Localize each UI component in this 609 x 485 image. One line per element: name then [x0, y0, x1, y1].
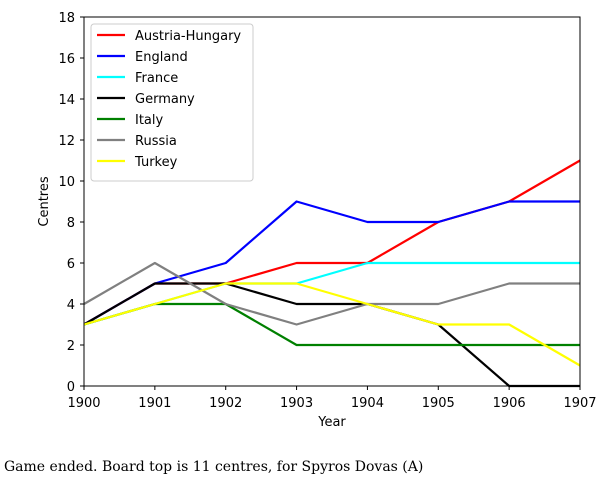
series-line-austria-hungary: [83, 159, 581, 326]
game-status-caption: Game ended. Board top is 11 centres, for…: [4, 459, 424, 475]
y-tick-label: 8: [67, 216, 75, 231]
legend-label: Germany: [135, 92, 195, 107]
legend-label: Italy: [135, 113, 164, 128]
y-tick-label: 0: [67, 380, 75, 395]
y-tick-label: 14: [58, 93, 75, 108]
x-tick-label: 1905: [422, 396, 455, 411]
x-tick-label: 1902: [209, 396, 242, 411]
legend-label: Turkey: [134, 155, 178, 170]
x-tick-label: 1906: [493, 396, 526, 411]
plot-frame: [83, 16, 581, 387]
x-axis-label: Year: [317, 415, 346, 430]
y-axis-label: Centres: [37, 176, 52, 226]
series-line-germany: [83, 282, 580, 388]
series-line-england: [83, 200, 580, 326]
legend-label: Austria-Hungary: [135, 29, 241, 44]
legend: Austria-Hungary England France Germany Italy…: [90, 23, 254, 182]
legend-label: England: [135, 50, 188, 65]
x-tick-label: 1901: [138, 396, 171, 411]
x-tick-label: 1900: [67, 396, 100, 411]
y-tick-label: 18: [58, 11, 75, 26]
legend-label: France: [135, 71, 178, 86]
legend-box: [90, 23, 254, 182]
x-tick-label: 1904: [351, 396, 384, 411]
series-line-russia: [83, 261, 580, 326]
y-tick-label: 10: [58, 175, 75, 190]
series-line-turkey: [83, 282, 581, 367]
series-line-italy: [83, 302, 580, 347]
line-chart: 1900 1901 1902 1903 1904 1905 1906 1907 0 2 4 6 8 10 1…: [37, 11, 597, 430]
y-tick-label: 4: [67, 298, 75, 313]
axis-ticks: 1900 1901 1902 1903 1904 1905 1906 1907 0 2 4 6 8 10 1…: [58, 11, 596, 411]
y-tick-label: 6: [67, 257, 75, 272]
x-tick-label: 1907: [563, 396, 596, 411]
legend-label: Russia: [135, 134, 177, 149]
y-tick-label: 16: [58, 52, 75, 67]
series-lines: [83, 159, 581, 388]
y-tick-label: 2: [67, 339, 75, 354]
x-tick-label: 1903: [280, 396, 313, 411]
y-tick-label: 12: [58, 134, 75, 149]
